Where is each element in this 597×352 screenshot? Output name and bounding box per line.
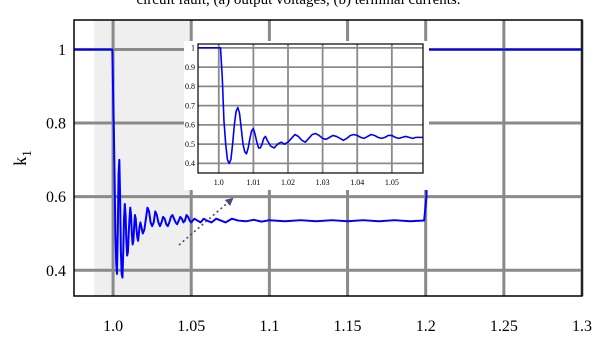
main-x-tick-label: 1.3	[572, 318, 592, 335]
inset-x-tick-label: 1.02	[281, 178, 295, 187]
inset-plot-frame	[197, 43, 424, 174]
main-x-tick-label: 1.25	[490, 318, 518, 335]
main-x-tick-label: 1.0	[103, 318, 123, 335]
inset-series-line	[198, 47, 423, 165]
inset-y-tick-label: 0.9	[185, 63, 195, 72]
main-plot-frame	[73, 19, 583, 297]
main-series-line	[74, 48, 582, 279]
inset-x-tick-label: 1.03	[316, 178, 330, 187]
inset-y-tick-label: 0.8	[185, 82, 195, 91]
main-x-tick-label: 1.1	[259, 318, 279, 335]
main-x-tick-label: 1.2	[416, 318, 436, 335]
main-y-tick-label: 0.8	[46, 116, 66, 133]
inset-x-tick-label: 1.0	[214, 178, 224, 187]
inset-x-tick-label: 1.04	[350, 178, 364, 187]
zoom-arrow	[178, 197, 234, 246]
main-x-tick-label: 1.15	[334, 318, 362, 335]
main-y-tick-label: 1	[58, 42, 66, 59]
main-y-tick-label: 0.4	[46, 263, 66, 280]
main-x-tick-label: 1.05	[177, 318, 205, 335]
figure-caption: circuit fault, (a) output voltages, (b) …	[136, 0, 461, 8]
main-highlight-region	[94, 20, 192, 296]
inset-y-tick-label: 0.7	[185, 101, 195, 110]
inset-plot: 1.0 1.01 1.02 1.03 1.04 1.05 0.4 0.5 0.6 0.7 0.8 0.…	[184, 41, 429, 190]
inset-y-tick-label: 0.6	[185, 121, 195, 130]
main-y-tick-label: 0.6	[46, 189, 66, 206]
y-axis-label: k1	[10, 150, 34, 166]
y-axis-label-subscript: 1	[19, 150, 34, 157]
annotation-layer	[178, 197, 234, 246]
inset-plot-background	[198, 44, 423, 173]
inset-x-tick-label: 1.05	[385, 178, 399, 187]
inset-y-tick-label: 0.5	[185, 140, 195, 149]
inset-y-tick-label: 1	[191, 44, 195, 53]
inset-y-tick-label: 0.4	[185, 159, 195, 168]
inset-x-tick-label: 1.01	[246, 178, 260, 187]
y-axis-label-base: k	[10, 157, 30, 166]
